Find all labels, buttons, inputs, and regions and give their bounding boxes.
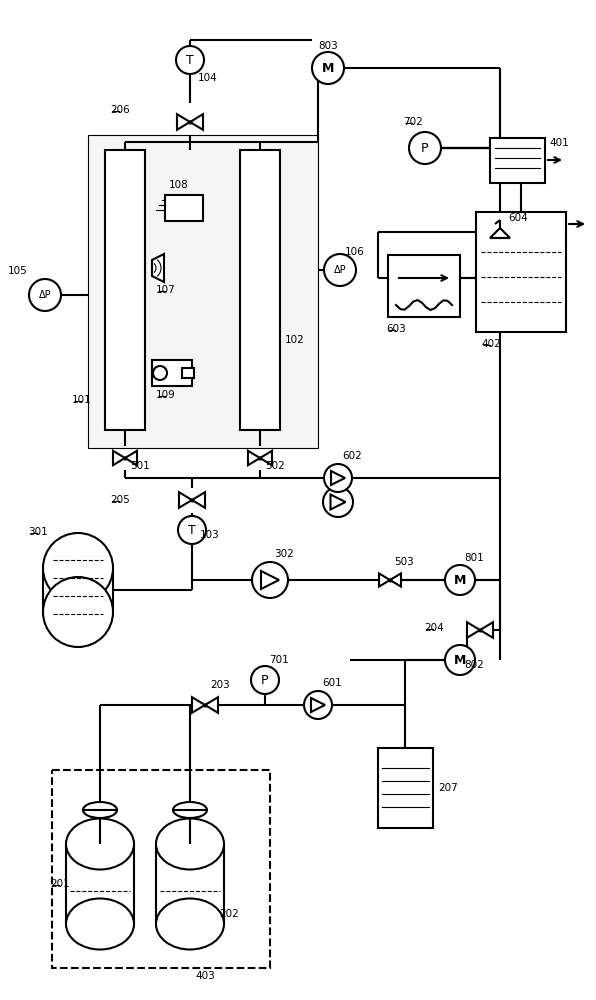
Circle shape	[324, 464, 352, 492]
Text: 803: 803	[318, 41, 338, 51]
Text: 502: 502	[265, 461, 285, 471]
Bar	[52, 770, 270, 968]
Text: 108: 108	[169, 180, 189, 190]
Polygon shape	[190, 114, 203, 130]
Bar	[165, 195, 203, 221]
Polygon shape	[177, 114, 190, 130]
Polygon shape	[490, 228, 510, 238]
Ellipse shape	[66, 818, 134, 869]
Text: P: P	[261, 674, 269, 686]
Text: 205: 205	[110, 495, 130, 505]
Ellipse shape	[66, 898, 134, 950]
Text: 802: 802	[464, 660, 484, 670]
Circle shape	[324, 254, 356, 286]
Bar	[476, 212, 566, 332]
Bar	[240, 150, 280, 430]
Text: M: M	[454, 654, 466, 666]
Polygon shape	[379, 573, 390, 587]
Polygon shape	[248, 451, 260, 465]
Circle shape	[409, 132, 441, 164]
Polygon shape	[152, 254, 164, 282]
Text: 801: 801	[464, 553, 484, 563]
Text: 107: 107	[156, 285, 176, 295]
Polygon shape	[192, 697, 205, 713]
Bar	[66, 844, 134, 924]
Circle shape	[323, 487, 353, 517]
Text: 402: 402	[481, 339, 501, 349]
Circle shape	[178, 516, 206, 544]
Text: 302: 302	[274, 549, 294, 559]
Polygon shape	[261, 571, 279, 589]
Circle shape	[29, 279, 61, 311]
Text: 503: 503	[394, 557, 414, 567]
Bar	[152, 360, 192, 386]
Text: 501: 501	[130, 461, 150, 471]
Text: T: T	[188, 524, 196, 536]
Text: T: T	[186, 53, 194, 66]
Polygon shape	[311, 698, 325, 712]
Polygon shape	[179, 492, 192, 508]
Text: 702: 702	[403, 117, 423, 127]
Text: M: M	[454, 574, 466, 586]
Text: 202: 202	[219, 909, 239, 919]
Bar	[388, 255, 460, 317]
Text: 106: 106	[345, 247, 365, 257]
Circle shape	[153, 366, 167, 380]
Text: 105: 105	[8, 266, 28, 276]
Circle shape	[312, 52, 344, 84]
Polygon shape	[480, 622, 493, 638]
Bar	[378, 748, 433, 828]
Text: 203: 203	[210, 680, 229, 690]
Polygon shape	[467, 622, 480, 638]
Ellipse shape	[83, 802, 117, 818]
Ellipse shape	[156, 898, 224, 950]
Text: 301: 301	[28, 527, 48, 537]
Bar	[490, 138, 545, 183]
Text: 602: 602	[342, 451, 362, 461]
Text: 604: 604	[508, 213, 527, 223]
Polygon shape	[125, 451, 137, 465]
Circle shape	[251, 666, 279, 694]
Ellipse shape	[43, 577, 113, 647]
Text: ΔP: ΔP	[334, 265, 346, 275]
Text: 207: 207	[438, 783, 458, 793]
Polygon shape	[192, 492, 205, 508]
Text: 201: 201	[50, 879, 70, 889]
Bar	[43, 568, 113, 613]
Polygon shape	[331, 494, 346, 510]
Text: 103: 103	[200, 530, 220, 540]
Text: 701: 701	[269, 655, 288, 665]
Bar	[156, 844, 224, 924]
Ellipse shape	[156, 818, 224, 869]
Text: ΔP: ΔP	[39, 290, 51, 300]
Polygon shape	[331, 471, 345, 485]
Text: 603: 603	[386, 324, 406, 334]
Text: 101: 101	[72, 395, 92, 405]
Text: 109: 109	[156, 390, 176, 400]
Text: M: M	[322, 62, 334, 75]
Polygon shape	[205, 697, 218, 713]
Circle shape	[304, 691, 332, 719]
Polygon shape	[113, 451, 125, 465]
Text: 401: 401	[549, 138, 569, 148]
Circle shape	[445, 565, 475, 595]
Circle shape	[445, 645, 475, 675]
Ellipse shape	[173, 802, 207, 818]
Ellipse shape	[43, 533, 113, 603]
Polygon shape	[260, 451, 272, 465]
Circle shape	[252, 562, 288, 598]
Text: P: P	[421, 141, 429, 154]
Text: 601: 601	[322, 678, 342, 688]
Text: 104: 104	[198, 73, 218, 83]
Polygon shape	[390, 573, 401, 587]
Bar	[88, 135, 318, 448]
Circle shape	[176, 46, 204, 74]
Text: 204: 204	[424, 623, 444, 633]
Bar	[182, 368, 194, 378]
Text: 206: 206	[110, 105, 130, 115]
Text: 403: 403	[195, 971, 215, 981]
Text: 102: 102	[285, 335, 305, 345]
Bar	[105, 150, 145, 430]
